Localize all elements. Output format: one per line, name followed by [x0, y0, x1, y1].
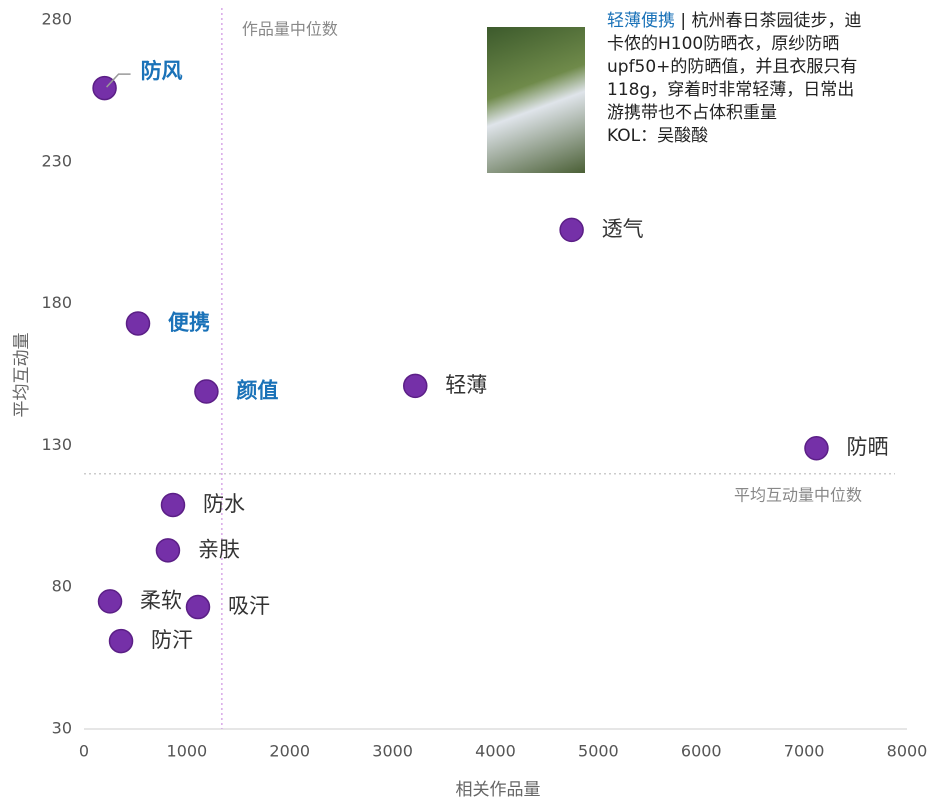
x-tick-label: 2000 [269, 742, 310, 761]
x-tick-label: 4000 [475, 742, 516, 761]
x-axis-label: 相关作品量 [456, 780, 541, 799]
annotation: 轻薄便携 | 杭州春日茶园徒步，迪卡侬的H100防晒衣，原纱防晒upf50+的防… [607, 10, 869, 148]
x-tick-label: 5000 [578, 742, 619, 761]
x-tick-label: 3000 [372, 742, 413, 761]
point-label: 亲肤 [198, 537, 240, 561]
x-tick-label: 0 [79, 742, 89, 761]
point [195, 380, 218, 403]
page: 相关作品量 平均互动量 30 80 130 180 230 280 0 1000 2000 300… [0, 0, 928, 799]
point-label: 轻薄 [445, 373, 487, 397]
point [127, 312, 150, 335]
y-median-label: 平均互动量中位数 [734, 485, 862, 504]
point [560, 218, 583, 241]
x-tick-label: 8000 [887, 742, 928, 761]
point [186, 596, 209, 619]
point-label: 透气 [602, 217, 644, 241]
point [156, 539, 179, 562]
point-label: 防晒 [846, 435, 888, 459]
y-tick-label: 30 [52, 719, 72, 738]
y-tick-label: 280 [41, 10, 72, 29]
x-tick-label: 1000 [167, 742, 208, 761]
point-label: 防风 [141, 59, 183, 83]
point-label: 柔软 [140, 588, 182, 612]
y-tick-label: 230 [41, 151, 72, 170]
point-label: 便携 [168, 310, 210, 334]
point-label: 吸汗 [228, 594, 270, 618]
point [99, 590, 122, 613]
point [161, 493, 184, 516]
x-tick-label: 6000 [681, 742, 722, 761]
point [110, 630, 133, 653]
x-tick-label: 7000 [784, 742, 825, 761]
point [404, 374, 427, 397]
point-label: 防汗 [151, 628, 193, 652]
y-tick-label: 80 [52, 577, 72, 596]
point-label: 防水 [203, 492, 245, 516]
point [805, 437, 828, 460]
kol-photo [487, 27, 585, 173]
x-median-label: 作品量中位数 [242, 20, 338, 39]
point-label: 颜值 [236, 379, 278, 403]
y-tick-label: 130 [41, 435, 72, 454]
annotation-author: KOL：吴酸酸 [607, 126, 708, 146]
y-tick-label: 180 [41, 293, 72, 312]
annotation-highlight: 轻薄便携 [607, 11, 675, 31]
y-axis-label: 平均互动量 [12, 333, 32, 418]
